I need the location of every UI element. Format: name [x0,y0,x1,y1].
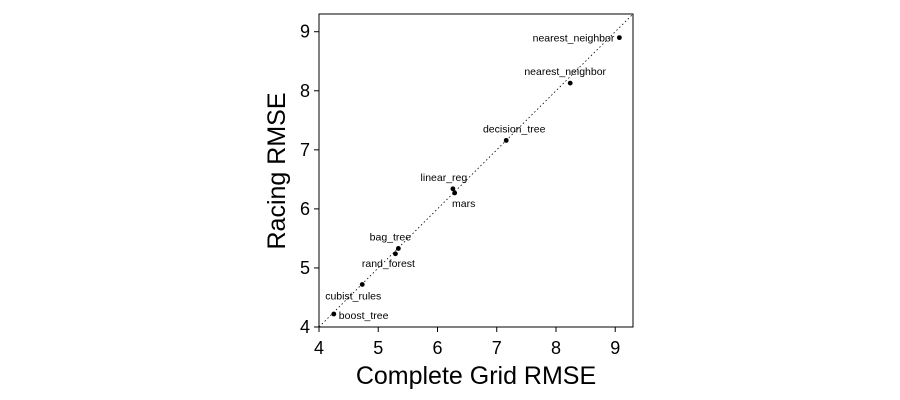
y-tick-label: 6 [300,199,310,219]
reference-line-layer [318,13,634,328]
x-tick-label: 9 [610,338,620,358]
point-label: boost_tree [339,310,389,322]
x-axis: 4 5 6 7 8 9 [314,327,620,358]
point-label: rand_forest [362,258,415,270]
x-tick-label: 5 [373,338,383,358]
x-tick-label: 4 [314,338,324,358]
x-tick-label: 6 [432,338,442,358]
data-point [395,246,401,251]
data-point [393,251,398,257]
data-point [503,137,509,143]
x-tick-label: 8 [551,338,561,358]
y-tick-label: 5 [300,258,310,278]
y-tick-label: 4 [300,317,310,337]
plot-frame [318,13,634,328]
y-tick-label: 8 [300,81,310,101]
data-point [359,282,365,287]
data-point [450,186,456,192]
point-label: nearest_neighbor [524,66,606,78]
data-point [616,35,622,41]
point-label: linear_reg [421,172,468,184]
y-tick-label: 7 [300,140,310,160]
data-points: nearest_neighbor nearest_neighbor decision… [325,33,622,322]
x-tick-label: 7 [492,338,502,358]
data-point [331,311,337,317]
data-point [452,190,458,196]
data-point [567,80,573,86]
point-label: bag_tree [370,231,412,243]
point-label: decision_tree [483,123,546,135]
y-axis-title: Racing RMSE [263,93,291,250]
point-label: mars [452,198,475,210]
x-axis-title: Complete Grid RMSE [356,362,596,390]
y-axis: 4 5 6 7 8 9 [300,22,319,337]
point-label: nearest_neighbor [533,33,615,45]
y-tick-label: 9 [300,22,310,42]
identity-reference-line [318,13,634,328]
point-label: cubist_rules [325,290,381,302]
